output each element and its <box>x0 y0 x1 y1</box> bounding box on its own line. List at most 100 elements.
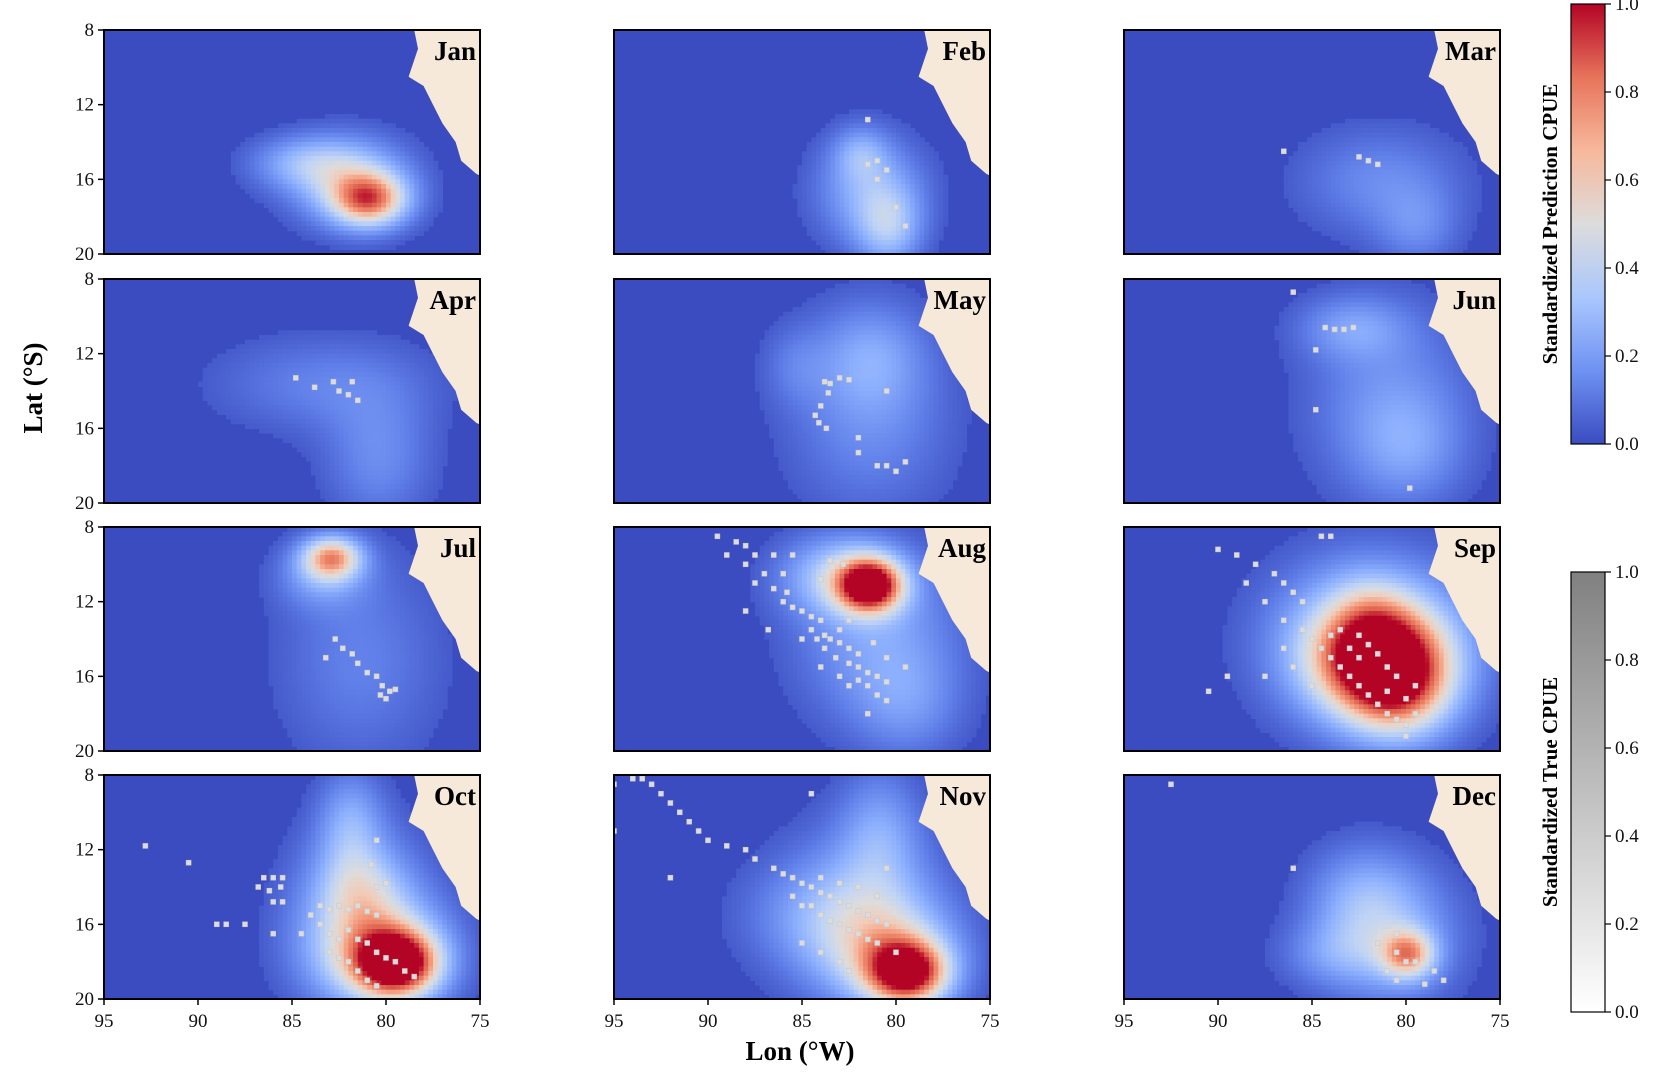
colorbar-tick-label: 0.8 <box>1615 82 1639 103</box>
y-tick-label: 12 <box>75 592 94 613</box>
true-cpue-point <box>345 958 352 965</box>
panel-frame <box>103 278 481 504</box>
panel-may: May <box>613 278 991 504</box>
true-cpue-point <box>1252 561 1259 568</box>
true-cpue-point <box>818 889 824 896</box>
true-cpue-point <box>383 880 389 887</box>
true-cpue-point <box>317 921 323 928</box>
true-cpue-point <box>827 917 833 924</box>
true-cpue-point <box>1384 664 1390 670</box>
true-cpue-point <box>883 654 890 661</box>
true-cpue-point <box>833 654 839 661</box>
true-cpue-point <box>323 654 329 661</box>
true-cpue-point <box>874 940 880 946</box>
true-cpue-point <box>340 645 346 652</box>
true-cpue-point <box>808 790 815 797</box>
y-tick-label: 16 <box>75 418 94 439</box>
true-cpue-point <box>349 378 355 385</box>
true-cpue-point <box>742 542 749 549</box>
colorbar-tick-label: 0.6 <box>1615 170 1639 191</box>
true-cpue-point <box>373 949 380 956</box>
true-cpue-point <box>1356 632 1362 639</box>
true-cpue-point <box>1318 645 1325 652</box>
true-cpue-point <box>816 419 822 426</box>
x-tick-label: 95 <box>1115 1011 1134 1032</box>
true-cpue-point <box>332 636 338 642</box>
x-tick-label: 85 <box>283 1011 302 1032</box>
panel-aug: Aug <box>613 526 991 752</box>
colorbar-tick-label: 1.0 <box>1615 562 1639 583</box>
true-cpue-point <box>893 468 899 475</box>
prediction-field <box>792 109 949 254</box>
true-cpue-point <box>818 874 824 881</box>
true-cpue-point <box>752 552 758 558</box>
true-cpue-point <box>1313 347 1319 353</box>
panel-frame <box>103 29 481 255</box>
true-cpue-point <box>771 585 777 592</box>
x-tick-label: 95 <box>605 1011 624 1032</box>
coastline-land <box>408 527 480 673</box>
true-cpue-point <box>373 983 380 989</box>
true-cpue-point <box>818 576 824 583</box>
true-cpue-point <box>705 837 711 844</box>
true-cpue-point <box>345 906 352 913</box>
prediction-field <box>1265 821 1487 999</box>
true-cpue-point <box>355 968 361 974</box>
true-cpue-point <box>874 692 880 698</box>
true-cpue-point <box>855 884 862 890</box>
true-cpue-point <box>614 828 617 834</box>
true-cpue-point <box>846 377 852 383</box>
true-cpue-point <box>1365 641 1372 648</box>
true-cpue-point <box>855 651 862 657</box>
true-cpue-point <box>870 639 877 646</box>
true-cpue-point <box>1403 733 1409 739</box>
colorbar-tick-label: 1.0 <box>1615 0 1639 15</box>
true-cpue-point <box>821 632 828 639</box>
true-cpue-point <box>874 917 880 924</box>
colorbar-prediction: 0.0 0.2 0.4 0.6 0.8 1.0 Standardized Predictio… <box>1538 0 1639 455</box>
panel-feb: Feb <box>613 29 991 255</box>
true-cpue-point <box>1375 701 1381 708</box>
true-cpue-point <box>1299 626 1306 633</box>
true-cpue-point <box>823 425 830 432</box>
true-cpue-point <box>266 887 273 894</box>
true-cpue-point <box>771 552 777 558</box>
true-cpue-point <box>383 695 389 702</box>
y-tick-label: 20 <box>75 244 94 265</box>
true-cpue-point <box>293 375 299 381</box>
true-cpue-point <box>1384 710 1390 717</box>
true-cpue-point <box>865 936 871 943</box>
true-cpue-point <box>902 664 909 670</box>
y-tick-label: 8 <box>85 765 95 786</box>
true-cpue-point <box>1309 636 1315 642</box>
true-cpue-point <box>1356 654 1362 661</box>
true-cpue-point <box>846 617 852 624</box>
true-cpue-point <box>789 874 796 881</box>
true-cpue-point <box>279 899 286 905</box>
true-cpue-point <box>714 533 721 540</box>
true-cpue-point <box>1262 598 1268 605</box>
true-cpue-point <box>855 434 862 441</box>
true-cpue-point <box>326 930 333 937</box>
true-cpue-point <box>261 874 267 881</box>
true-cpue-point <box>846 682 852 689</box>
true-cpue-point <box>874 157 880 164</box>
true-cpue-point <box>223 921 229 928</box>
true-cpue-point <box>902 223 909 229</box>
true-cpue-point <box>765 626 771 633</box>
true-cpue-point <box>789 604 796 611</box>
month-label: Sep <box>1454 533 1496 563</box>
true-cpue-point <box>808 613 815 620</box>
y-tick-label: 16 <box>75 666 94 687</box>
y-tick-label: 12 <box>75 95 94 116</box>
true-cpue-point <box>379 682 385 689</box>
true-cpue-point <box>836 958 843 965</box>
true-cpue-point <box>883 462 890 469</box>
y-tick-label: 8 <box>85 269 95 290</box>
true-cpue-point <box>1318 533 1325 540</box>
panel-frame <box>103 526 481 752</box>
true-cpue-point <box>667 874 674 881</box>
true-cpue-point <box>1281 580 1287 586</box>
x-tick-label: 75 <box>1491 1011 1510 1032</box>
